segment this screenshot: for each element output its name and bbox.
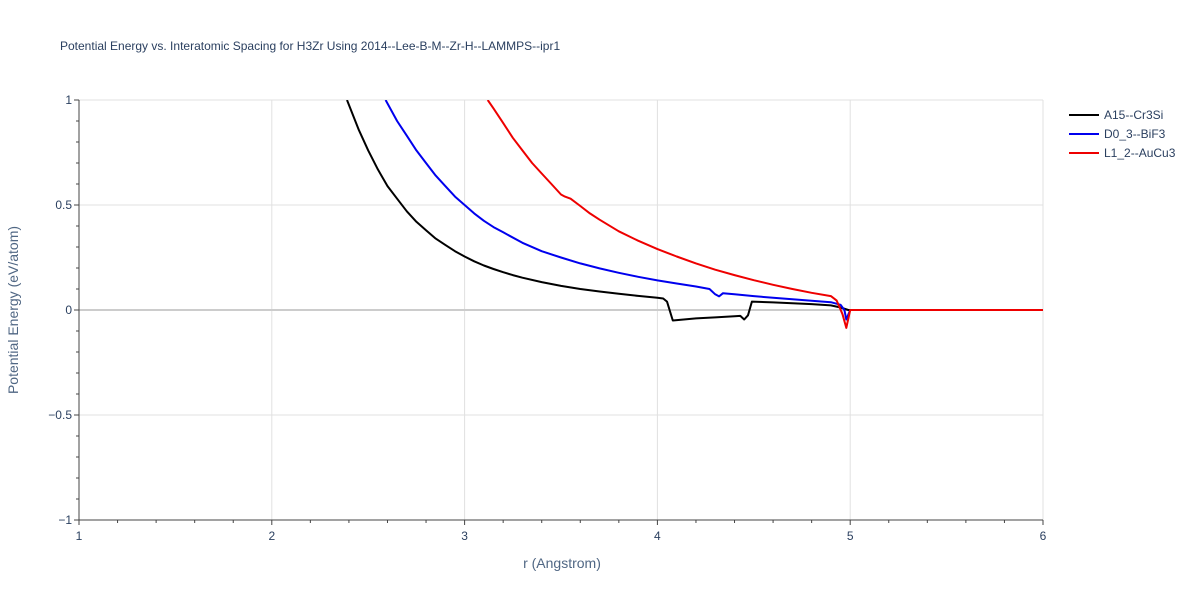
series-line-3 (486, 100, 1043, 329)
y-tick-label: 0 (65, 303, 72, 317)
x-tick-label: 3 (461, 529, 468, 543)
x-tick-label: 5 (847, 529, 854, 543)
y-tick-label: 1 (65, 93, 72, 107)
series-line-2 (384, 100, 1043, 321)
x-tick-label: 4 (654, 529, 661, 543)
axes: 1 2 3 4 5 6 −1 −0.5 0 0.5 1 (48, 93, 1046, 543)
series-layer (346, 100, 1043, 329)
legend-label[interactable]: A15--Cr3Si (1104, 108, 1163, 122)
legend-label[interactable]: D0_3--BiF3 (1104, 127, 1166, 141)
y-axis-title: Potential Energy (eV/atom) (5, 226, 21, 394)
x-tick-label: 1 (76, 529, 83, 543)
series-line-1 (346, 100, 1043, 322)
chart-title: Potential Energy vs. Interatomic Spacing… (60, 39, 560, 53)
legend: A15--Cr3Si D0_3--BiF3 L1_2--AuCu3 (1069, 108, 1176, 160)
y-tick-label: −0.5 (48, 408, 72, 422)
x-axis-title: r (Angstrom) (523, 555, 601, 571)
x-tick-label: 6 (1040, 529, 1047, 543)
x-tick-label: 2 (268, 529, 275, 543)
legend-label[interactable]: L1_2--AuCu3 (1104, 146, 1176, 160)
y-tick-label: 0.5 (55, 198, 72, 212)
y-tick-label: −1 (58, 513, 72, 527)
